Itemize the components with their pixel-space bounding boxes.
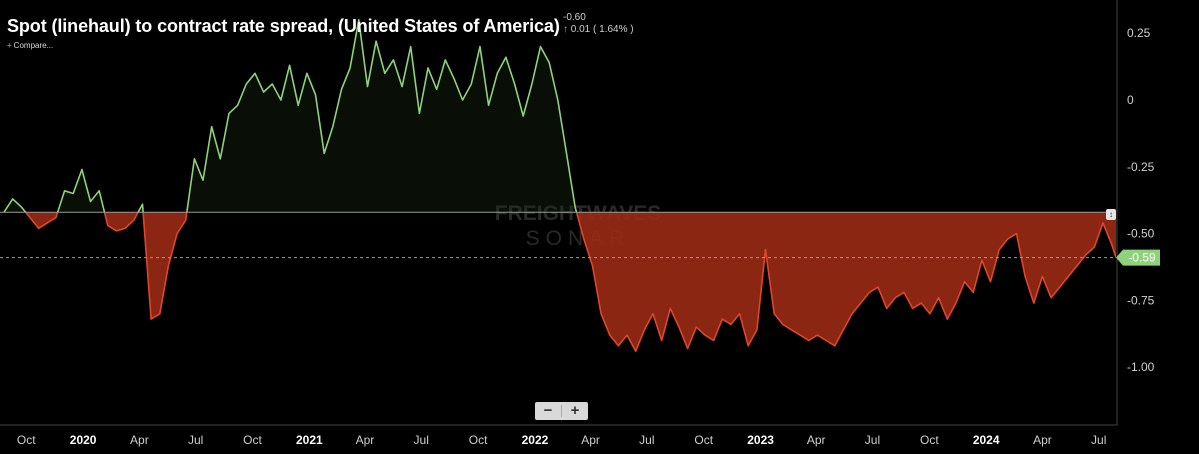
negative-series-line xyxy=(4,212,1116,352)
up-arrow-icon: ↑ xyxy=(563,24,568,35)
x-tick-label: Oct xyxy=(243,433,262,447)
scale-handle-icon[interactable]: ↕ xyxy=(1106,209,1116,220)
x-tick-label: 2021 xyxy=(296,433,323,447)
x-tick-label: Jul xyxy=(1091,433,1106,447)
x-tick-label: Jul xyxy=(188,433,203,447)
compare-label: Compare... xyxy=(13,41,54,50)
y-tick-label: 0 xyxy=(1127,93,1134,107)
current-value-tag: -0.59 xyxy=(1116,249,1160,266)
y-axis: 0.25 0 -0.25 -0.50 -0.75 -1.00 xyxy=(1116,0,1155,425)
zoom-divider xyxy=(561,405,562,417)
x-tick-label: 2023 xyxy=(747,433,774,447)
x-tick-label: 2022 xyxy=(522,433,549,447)
compare-button[interactable]: + Compare... xyxy=(7,41,53,50)
chart-title: Spot (linehaul) to contract rate spread,… xyxy=(7,16,560,36)
x-tick-label: Oct xyxy=(920,433,939,447)
x-tick-label: Apr xyxy=(356,433,375,447)
change-row: ↑ 0.01 ( 1.64% ) xyxy=(563,24,634,36)
last-value: -0.60 xyxy=(563,12,586,23)
y-tick-label: -0.75 xyxy=(1127,293,1155,307)
spread-line xyxy=(3,19,1116,352)
change-value: 0.01 ( 1.64% ) xyxy=(570,24,634,35)
zoom-control: − + xyxy=(535,402,588,420)
x-tick-label: Apr xyxy=(130,433,149,447)
current-value-tag-bg xyxy=(1116,249,1160,266)
x-tick-label: 2020 xyxy=(70,433,97,447)
y-tick-label: 0.25 xyxy=(1127,26,1151,40)
negative-area-fill xyxy=(25,212,1116,352)
y-tick-label: -0.25 xyxy=(1127,160,1155,174)
x-tick-label: Oct xyxy=(469,433,488,447)
x-tick-label: Jul xyxy=(865,433,880,447)
spread-area xyxy=(4,19,1116,352)
x-tick-label: Jul xyxy=(639,433,654,447)
x-tick-label: Oct xyxy=(17,433,36,447)
positive-series-line xyxy=(3,19,578,213)
current-value-label: -0.59 xyxy=(1128,251,1156,265)
zoom-in-button[interactable]: + xyxy=(570,402,580,419)
x-tick-label: 2024 xyxy=(973,433,1000,447)
x-axis: Oct 2020 Apr Jul Oct 2021 Apr Jul Oct 2022 Apr Jul O… xyxy=(0,424,1117,447)
x-tick-label: Apr xyxy=(581,433,600,447)
y-tick-label: -1.00 xyxy=(1127,360,1155,374)
zoom-out-button[interactable]: − xyxy=(543,402,553,419)
x-tick-label: Oct xyxy=(694,433,713,447)
quote-box: -0.60 ↑ 0.01 ( 1.64% ) xyxy=(563,12,634,36)
plus-icon: + xyxy=(7,41,12,50)
x-tick-label: Apr xyxy=(1033,433,1052,447)
x-tick-label: Apr xyxy=(807,433,826,447)
y-tick-label: -0.50 xyxy=(1127,227,1155,241)
x-tick-label: Jul xyxy=(414,433,429,447)
